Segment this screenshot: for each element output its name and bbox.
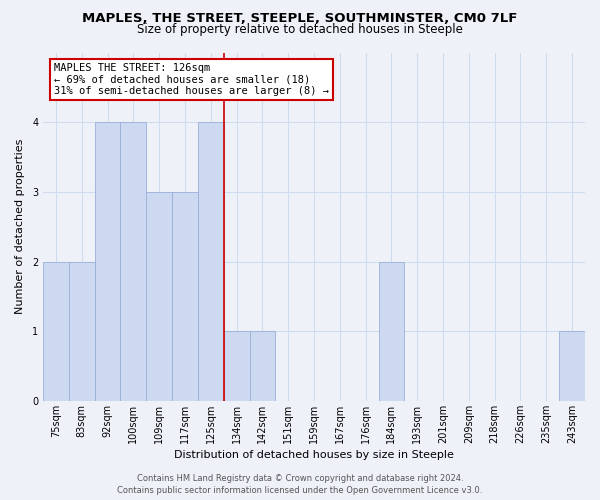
Bar — [95, 122, 121, 401]
Text: Contains HM Land Registry data © Crown copyright and database right 2024.
Contai: Contains HM Land Registry data © Crown c… — [118, 474, 482, 495]
Bar — [224, 331, 250, 401]
Bar — [69, 262, 95, 401]
Y-axis label: Number of detached properties: Number of detached properties — [15, 139, 25, 314]
Bar — [172, 192, 198, 401]
Bar — [559, 331, 585, 401]
Bar — [379, 262, 404, 401]
Text: MAPLES, THE STREET, STEEPLE, SOUTHMINSTER, CM0 7LF: MAPLES, THE STREET, STEEPLE, SOUTHMINSTE… — [82, 12, 518, 26]
Bar — [198, 122, 224, 401]
Bar — [121, 122, 146, 401]
X-axis label: Distribution of detached houses by size in Steeple: Distribution of detached houses by size … — [174, 450, 454, 460]
Text: MAPLES THE STREET: 126sqm
← 69% of detached houses are smaller (18)
31% of semi-: MAPLES THE STREET: 126sqm ← 69% of detac… — [54, 63, 329, 96]
Bar — [250, 331, 275, 401]
Text: Size of property relative to detached houses in Steeple: Size of property relative to detached ho… — [137, 22, 463, 36]
Bar — [43, 262, 69, 401]
Bar — [146, 192, 172, 401]
